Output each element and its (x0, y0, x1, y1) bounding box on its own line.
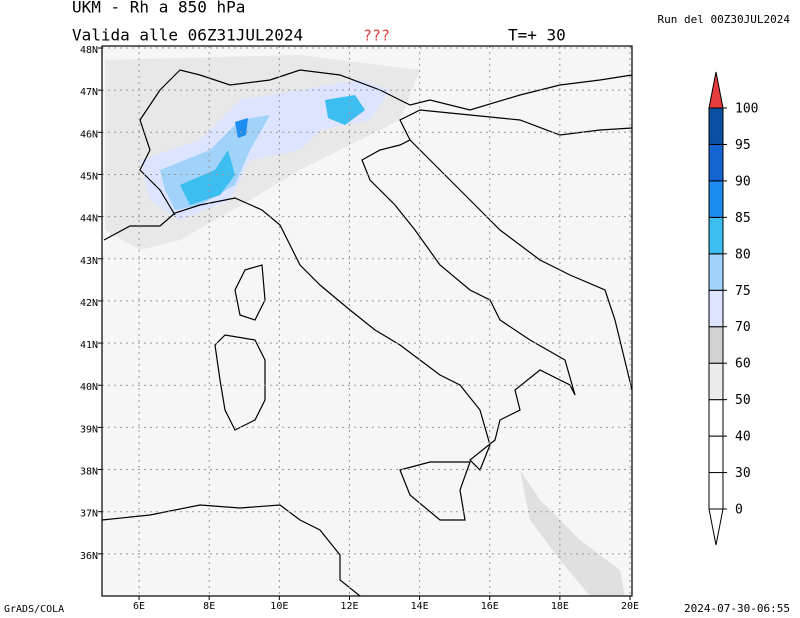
map-frame (101, 45, 633, 597)
field-blue (180, 150, 235, 205)
border (399, 109, 633, 141)
colorbar-box (708, 362, 724, 401)
lat-label: 39N (80, 424, 98, 435)
colorbar-label: 30 (735, 466, 751, 481)
lon-label: 8E (203, 601, 215, 612)
software: GrADS/COLA (4, 604, 64, 615)
colorbar-label: 40 (735, 430, 751, 445)
colorbar-label: 90 (735, 174, 751, 189)
title: UKM - Rh a 850 hPa (72, 0, 245, 17)
lat-label: 48N (80, 45, 98, 56)
humidity-field (102, 46, 632, 596)
run-time: Run del 00Z30JUL2024 (658, 13, 791, 26)
colorbar-box (708, 326, 724, 364)
field-blue (235, 118, 248, 138)
colorbar-label: 95 (735, 138, 751, 153)
colorbar-label: 85 (735, 211, 751, 226)
colorbar: 0 30 40 50 60 70 75 80 85 90 95 100 (708, 71, 758, 546)
colorbar-box (708, 289, 724, 328)
corsica (234, 264, 266, 321)
lat-label: 40N (80, 382, 98, 393)
lon-label: 14E (411, 601, 429, 612)
colorbar-label: 60 (735, 357, 751, 372)
forecast-step: T=+ 30 (508, 26, 566, 45)
colorbar-under (708, 508, 724, 546)
lat-label: 36N (80, 551, 98, 562)
lat-label: 37N (80, 509, 98, 520)
colorbar-label: 0 (735, 503, 743, 518)
sardinia (214, 334, 266, 431)
colorbar-box (708, 399, 724, 437)
colorbar-box (708, 216, 724, 255)
field-gray (520, 470, 625, 596)
lat-label: 42N (80, 298, 98, 309)
lat-label: 47N (80, 87, 98, 98)
timestamp: 2024-07-30-06:55 (684, 602, 790, 615)
lat-label: 44N (80, 214, 98, 225)
colorbar-over (708, 71, 724, 109)
lat-label: 46N (80, 129, 98, 140)
coastline (103, 139, 633, 472)
flag: ??? (363, 27, 390, 45)
colorbar-label: 80 (735, 247, 751, 262)
colorbar-box (708, 143, 724, 182)
lon-label: 18E (551, 601, 569, 612)
sicily (399, 461, 471, 521)
colorbar-box (708, 253, 724, 291)
lat-label: 45N (80, 171, 98, 182)
colorbar-box (708, 472, 724, 510)
lon-label: 10E (270, 601, 288, 612)
lon-label: 20E (621, 601, 639, 612)
colorbar-label: 70 (735, 320, 751, 335)
border (139, 119, 176, 216)
colorbar-box (708, 180, 724, 218)
colorbar-label: 100 (735, 102, 758, 117)
lon-label: 12E (340, 601, 358, 612)
lat-label: 43N (80, 256, 98, 267)
lat-label: 41N (80, 340, 98, 351)
lat-label: 38N (80, 467, 98, 478)
graticule: 48N 47N 46N 45N 44N 43N 42N 41N 40N 39N 38N 37N 36N 6… (80, 45, 639, 612)
colorbar-label: 50 (735, 393, 751, 408)
colorbar-box (708, 435, 724, 474)
field-blue (325, 95, 365, 125)
lon-label: 6E (133, 601, 145, 612)
valid-time: Valida alle 06Z31JUL2024 (72, 26, 303, 45)
africa-coast (101, 504, 361, 597)
lon-label: 16E (481, 601, 499, 612)
colorbar-box (708, 107, 724, 145)
colorbar-label: 75 (735, 284, 751, 299)
